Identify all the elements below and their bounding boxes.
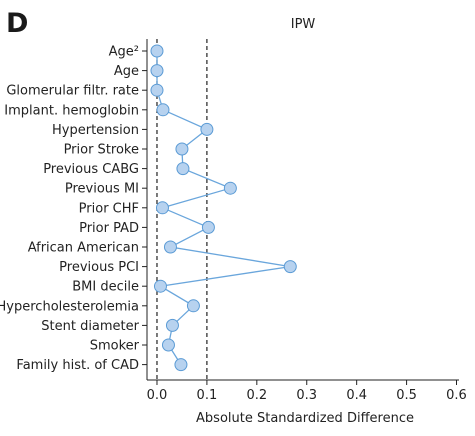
y-tick-label: Prior PAD (79, 221, 139, 236)
y-tick-label: Previous PCI (59, 260, 139, 275)
data-point (174, 358, 188, 372)
data-point (201, 220, 215, 234)
x-tick-labels: 0.0 0.1 0.2 0.3 0.4 0.5 0.6 (147, 380, 467, 403)
data-point (150, 44, 164, 58)
data-point (150, 83, 164, 97)
data-point (161, 338, 175, 352)
y-tick-label: Age² (109, 45, 139, 60)
y-tick-label: Age (114, 64, 139, 79)
y-tick-label: Prior CHF (79, 201, 139, 216)
x-tick-label: 0.6 (446, 388, 467, 403)
data-point (200, 122, 214, 136)
data-point (150, 64, 164, 78)
data-point (176, 162, 190, 176)
y-tick-label: Family hist. of CAD (16, 358, 139, 373)
data-point (223, 181, 237, 195)
axes (146, 39, 459, 381)
y-tick-label: Prior Stroke (64, 143, 139, 158)
data-point (175, 142, 189, 156)
y-tick-label: Hypertension (52, 123, 139, 138)
y-tick-label: Previous CABG (43, 162, 139, 177)
data-point (186, 299, 200, 313)
x-tick-label: 0.3 (296, 388, 317, 403)
series-line (156, 51, 291, 365)
x-tick-label: 0.0 (147, 388, 168, 403)
y-tick-label: African American (28, 241, 139, 256)
panel-label: D (6, 8, 29, 39)
data-point (283, 260, 297, 274)
y-tick-labels: Age² Age Glomerular filtr. rate Implant. he… (0, 45, 147, 373)
y-tick-label: Glomerular filtr. rate (6, 84, 139, 99)
data-series (150, 44, 297, 372)
x-tick-label: 0.4 (346, 388, 367, 403)
x-tick-label: 0.2 (246, 388, 267, 403)
y-tick-label: Hypercholesterolemia (0, 299, 139, 314)
data-point (153, 279, 167, 293)
x-tick-label: 0.5 (396, 388, 417, 403)
chart-title: IPW (291, 17, 316, 32)
y-tick-label: BMI decile (72, 280, 139, 295)
y-tick-label: Implant. hemoglobin (4, 103, 139, 118)
data-point (156, 103, 170, 117)
x-axis-label: Absolute Standardized Difference (196, 411, 414, 426)
y-tick-label: Stent diameter (41, 319, 139, 334)
data-point (155, 201, 169, 215)
data-point (165, 318, 179, 332)
y-tick-label: Previous MI (65, 182, 139, 197)
y-tick-label: Smoker (90, 339, 140, 354)
x-tick-label: 0.1 (197, 388, 218, 403)
data-point (163, 240, 177, 254)
